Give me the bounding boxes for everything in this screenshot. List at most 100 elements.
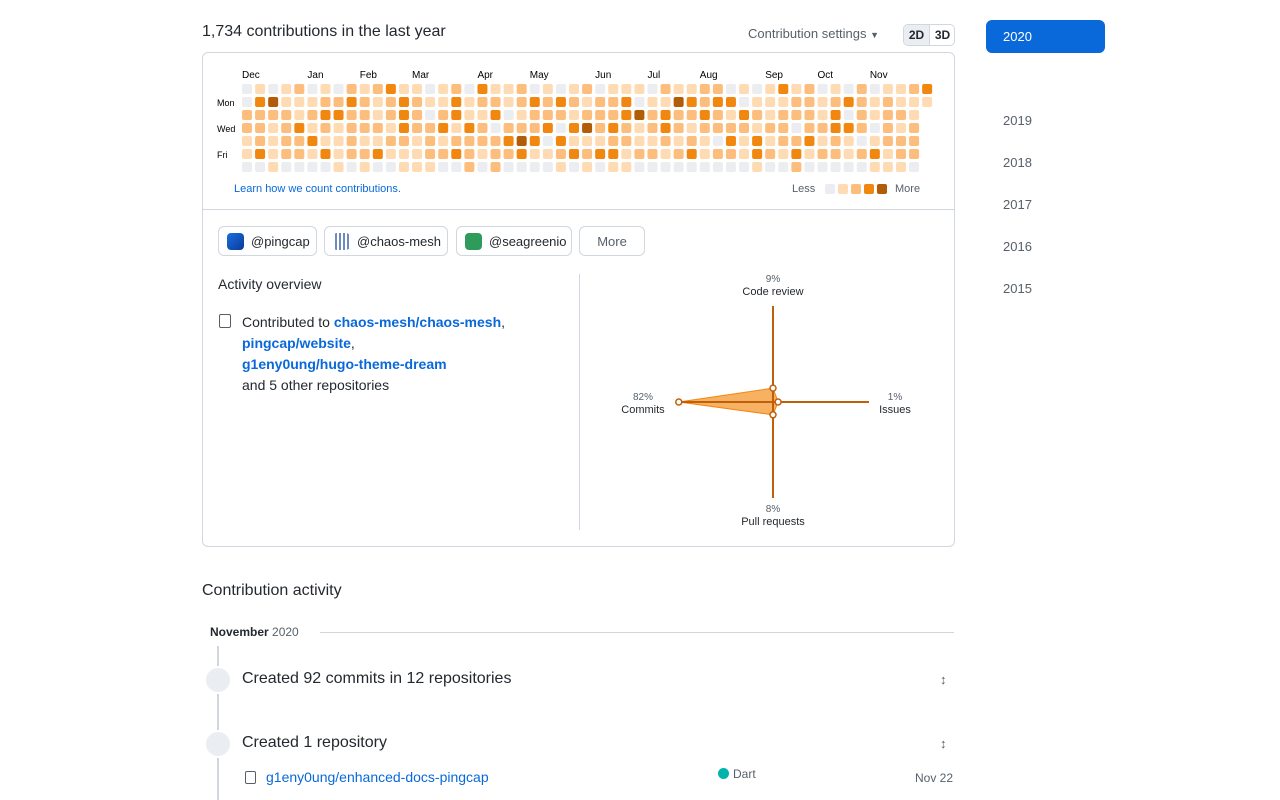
day-cell — [451, 149, 462, 159]
day-cell — [673, 110, 684, 120]
day-cell — [490, 136, 501, 146]
day-cell — [686, 84, 697, 94]
day-cell — [830, 123, 841, 133]
legend-swatch — [825, 184, 835, 194]
day-cell — [843, 84, 854, 94]
month-label: Apr — [477, 70, 493, 81]
day-cell — [595, 136, 606, 146]
day-cell — [516, 123, 527, 133]
day-cell — [503, 97, 514, 107]
repo-link[interactable]: g1eny0ung/hugo-theme-dream — [242, 356, 447, 372]
day-cell — [385, 84, 396, 94]
year-link[interactable]: 2019 — [1003, 113, 1032, 128]
repo-link[interactable]: pingcap/website — [242, 335, 351, 351]
day-cell — [582, 136, 593, 146]
day-cell — [765, 97, 776, 107]
day-cell — [464, 123, 475, 133]
day-cell — [385, 136, 396, 146]
day-cell — [634, 162, 645, 172]
day-cell — [739, 110, 750, 120]
org-button[interactable]: @chaos-mesh — [324, 226, 448, 256]
day-cell — [725, 97, 736, 107]
day-cell — [621, 149, 632, 159]
day-cell — [359, 149, 370, 159]
day-cell — [268, 136, 279, 146]
day-cell — [830, 162, 841, 172]
day-cell — [569, 162, 579, 172]
day-cell — [778, 136, 789, 146]
view-3d[interactable]: 3D — [929, 25, 955, 45]
month-label: Oct — [818, 70, 834, 81]
day-cell — [869, 97, 880, 107]
day-cell — [699, 149, 710, 159]
day-cell — [673, 136, 684, 146]
day-cell — [346, 97, 357, 107]
year-link[interactable]: 2018 — [1003, 155, 1032, 170]
day-cell — [634, 110, 645, 120]
repo-link[interactable]: chaos-mesh/chaos-mesh — [333, 314, 502, 330]
year-link[interactable]: 2020 — [986, 20, 1105, 53]
day-cell — [595, 123, 606, 133]
year-link[interactable]: 2015 — [1003, 281, 1032, 296]
day-cell — [333, 97, 344, 107]
view-2d[interactable]: 2D — [904, 25, 929, 45]
collapse[interactable]: ↕ — [940, 736, 947, 751]
divider — [579, 274, 580, 530]
day-cell — [503, 110, 514, 120]
day-cell — [647, 123, 658, 133]
collapse[interactable]: ↕ — [940, 672, 947, 687]
day-cell — [896, 162, 906, 172]
day-cell — [660, 162, 671, 172]
day-cell — [856, 84, 867, 94]
year-link[interactable]: 2016 — [1003, 239, 1032, 254]
day-cell — [569, 110, 579, 120]
day-cell — [425, 162, 436, 172]
day-cell — [529, 84, 540, 94]
day-cell — [621, 84, 632, 94]
settings-label[interactable]: Contribution settings — [748, 26, 867, 41]
day-cell — [673, 97, 684, 107]
org-more[interactable]: More — [579, 226, 645, 256]
day-cell — [412, 162, 423, 172]
radar-point — [774, 398, 782, 406]
day-cell — [385, 110, 396, 120]
day-cell — [412, 84, 423, 94]
day-cell — [359, 123, 370, 133]
org-name[interactable]: @seagreenio — [489, 234, 567, 249]
day-cell — [320, 110, 331, 120]
org-name[interactable]: @pingcap — [251, 234, 310, 249]
org-name[interactable]: @chaos-mesh — [357, 234, 442, 249]
day-cell — [882, 123, 893, 133]
day-cell — [896, 149, 906, 159]
contrib-title: 1,734 contributions in the last year — [202, 23, 446, 40]
org-button[interactable]: @pingcap — [218, 226, 317, 256]
day-cell — [791, 162, 802, 172]
day-cell — [686, 162, 697, 172]
day-cell — [791, 84, 802, 94]
day-cell — [412, 136, 423, 146]
day-cell — [294, 136, 305, 146]
org-button[interactable]: @seagreenio — [456, 226, 572, 256]
day-cell — [595, 162, 606, 172]
year-link[interactable]: 2017 — [1003, 197, 1032, 212]
day-cell — [451, 110, 462, 120]
day-cell — [856, 162, 867, 172]
day-cell — [634, 149, 645, 159]
day-cell — [503, 123, 514, 133]
learn-link[interactable]: Learn how we count contributions. — [234, 183, 401, 195]
settings[interactable]: Contribution settings ▼ — [748, 26, 880, 41]
day-cell — [555, 97, 566, 107]
day-cell — [294, 162, 305, 172]
repo-link[interactable]: g1eny0ung/enhanced-docs-pingcap — [266, 769, 489, 785]
day-cell — [516, 149, 527, 159]
day-cell — [843, 136, 854, 146]
day-cell — [725, 110, 736, 120]
day-cell — [778, 110, 789, 120]
day-cell — [830, 84, 841, 94]
day-cell — [909, 110, 920, 120]
day-cell — [634, 136, 645, 146]
day-cell — [294, 84, 305, 94]
day-cell — [542, 149, 553, 159]
day-cell — [843, 110, 854, 120]
radar-label: Pull requests — [741, 516, 805, 528]
